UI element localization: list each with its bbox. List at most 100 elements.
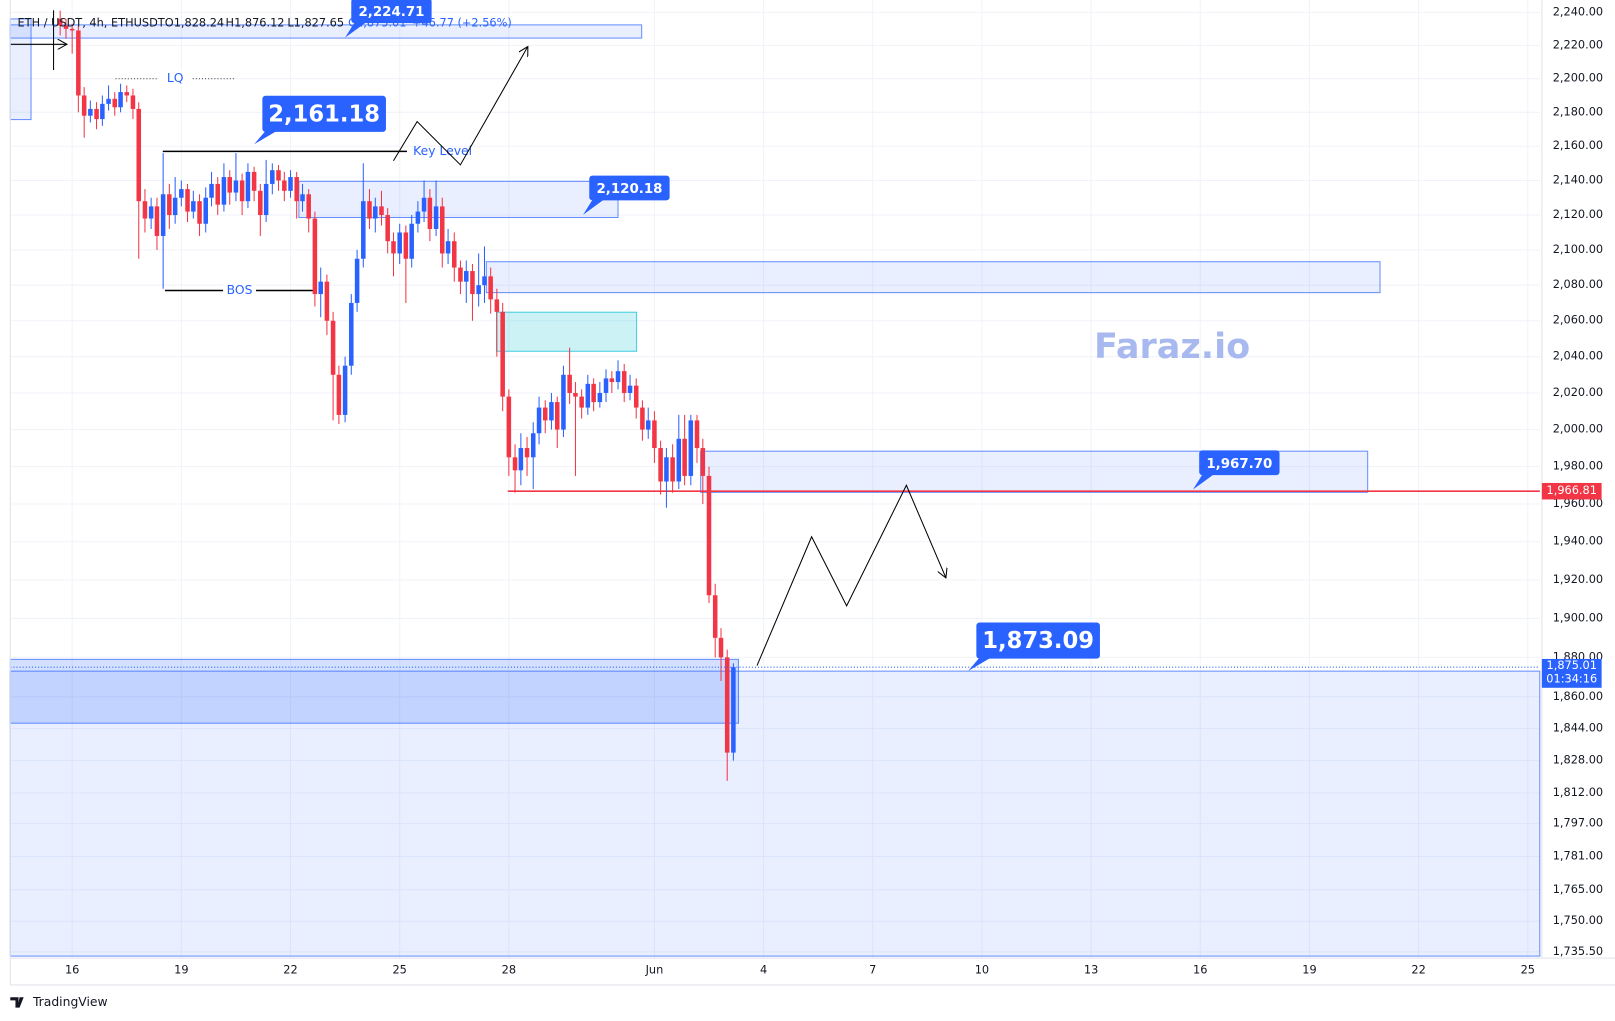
candle-body [203,197,208,224]
candle-body [549,402,554,421]
candle-body [554,402,560,430]
y-tick-label: 1,844.00 [1553,721,1603,735]
candle-body [640,407,645,430]
candle-body [682,438,687,476]
candles-layer [57,10,736,781]
candle-body [76,30,81,96]
candle-body [63,25,69,29]
candle-body [112,98,118,108]
candle-body [373,206,378,219]
y-tick-label: 1,960.00 [1553,496,1603,510]
callout-pointer [345,21,368,38]
candle-body [69,28,75,31]
x-tick-label: 28 [502,963,516,977]
candle-body [433,206,439,229]
y-tick-label: 1,980.00 [1553,459,1603,473]
candle-body [482,276,487,286]
candle-body [585,383,591,408]
candle-body [336,374,342,415]
candle-body [512,457,518,471]
candle-body [282,180,287,191]
candle-body [718,637,724,658]
candle-body [349,302,354,366]
callout-label: 2,224.71 [358,5,424,20]
candle-body [88,108,93,116]
candle-body [530,433,536,458]
x-tick-label: 16 [65,963,79,977]
candle-body [439,206,445,254]
candle-body [118,92,123,108]
candle-body [464,271,469,282]
candle-body [197,201,202,224]
ohlc-open: O1,828.24 [165,16,224,30]
candle-body [185,189,190,212]
y-tick-label: 2,100.00 [1553,242,1603,256]
candle-body [179,189,184,198]
countdown: 01:34:16 [1546,672,1597,686]
y-tick-label: 2,040.00 [1553,349,1603,363]
candle-body [354,258,360,303]
axis-price-box [1541,482,1602,500]
x-tick-label: 13 [1084,963,1098,977]
candle-body [385,215,390,242]
candle-body [506,396,512,458]
brand-logo [10,997,24,1008]
callout-box [1199,450,1280,476]
x-tick-label: 10 [975,963,989,977]
candle-body [154,206,160,236]
y-tick-label: 2,220.00 [1553,37,1603,51]
candle-body [81,95,87,116]
candle-body [536,407,542,434]
ohlc-change: +46.77 (+2.56%) [412,16,512,30]
candle-body [263,183,269,216]
candle-body [421,197,427,212]
candle-body [458,267,463,282]
x-tick-label: Jun [645,963,664,977]
brand: TradingView [10,995,108,1009]
callout-box [976,622,1100,659]
y-tick-label: 2,140.00 [1553,172,1603,186]
candle-body [652,420,657,449]
zones-layer [9,18,1541,957]
candle-body [452,241,457,268]
x-tick-label: 25 [1521,963,1535,977]
candle-body [409,223,414,259]
candle-body [397,232,402,254]
candle-body [688,420,694,476]
x-tick-label: 7 [869,963,876,977]
level-label: BOS [227,283,253,297]
candle-body [494,299,500,312]
candle-body [591,383,596,403]
candle-body [415,211,421,224]
candle-body [221,177,227,205]
levels-layer: Key Level LQ BOS [115,70,1540,492]
zone [485,261,1381,294]
candle-body [94,108,99,120]
candle-body [524,448,530,458]
grid-layer [10,0,1540,959]
candle-body [488,276,493,300]
candle-body [567,374,572,393]
y-tick-label: 2,240.00 [1553,4,1603,18]
axis-price-label: 1,966.81 [1547,483,1597,497]
candle-body [215,183,220,205]
y-tick-label: 1,797.00 [1553,816,1603,830]
candle-body [258,190,263,216]
candle-body [361,201,366,259]
candle-body [731,667,736,753]
candle-body [106,98,111,104]
y-tick-label: 2,080.00 [1553,277,1603,291]
candle-body [706,475,712,596]
callout-box [351,0,432,24]
candle-body [57,18,63,26]
y-tick-label: 1,940.00 [1553,534,1603,548]
header: ETH / USDT, 4h, ETHUSDT O1,828.24 H1,876… [18,16,512,30]
candle-body [391,241,396,254]
candle-body [427,197,433,229]
candle-body [615,371,621,383]
x-tick-label: 25 [392,963,406,977]
candle-body [561,374,566,430]
candle-body [403,232,409,259]
candle-body [312,218,318,295]
